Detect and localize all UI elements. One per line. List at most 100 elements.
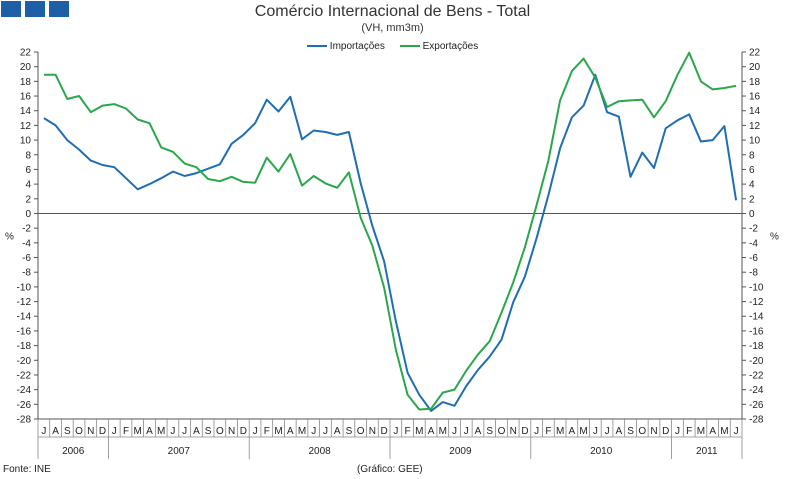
legend-label-importacoes: Importações [329,40,385,52]
month-label: A [709,426,716,437]
month-label: D [240,426,247,437]
month-label: M [274,426,282,437]
year-label: 2009 [449,446,472,457]
year-label: 2008 [308,446,331,457]
y-tick-label-left: -10 [17,282,32,293]
month-label: S [205,426,212,437]
month-label: S [486,426,493,437]
month-label: M [134,426,142,437]
month-label: A [428,426,435,437]
month-label: M [697,426,705,437]
legend-label-exportacoes: Exportações [422,40,479,52]
year-label: 2006 [62,446,85,457]
y-tick-label-left: 6 [25,165,31,176]
y-tick-label-left: -14 [17,312,32,323]
y-tick-label-right: -2 [749,224,758,235]
month-label: J [253,426,258,437]
month-label: J [182,426,187,437]
legend-item-importacoes: Importações [306,40,385,52]
logo-tile [49,1,69,17]
month-label: J [393,426,398,437]
y-tick-label-right: -10 [749,282,764,293]
series-line-exportacoes [43,51,737,411]
logo-tile [25,1,45,17]
month-label: A [475,426,482,437]
legend-swatch-exportacoes [399,45,420,47]
y-tick-label-left: 22 [20,48,32,59]
y-tick-label-left: 8 [25,150,31,161]
month-label: N [510,426,517,437]
month-label: O [357,426,365,437]
y-axis-label-right: % [770,232,779,243]
month-label: N [228,426,235,437]
y-tick-label-left: -8 [22,268,31,279]
y-tick-label-left: -6 [22,253,31,264]
y-tick-label-right: 18 [749,77,761,88]
month-label: F [405,426,411,437]
month-label: D [662,426,669,437]
month-label: M [157,426,165,437]
y-tick-label-left: 20 [20,62,32,73]
y-tick-label-left: 2 [25,194,31,205]
month-label: M [298,426,306,437]
source-note: Fonte: INE [3,464,51,475]
y-tick-label-right: 8 [749,150,755,161]
y-tick-label-right: 4 [749,180,755,191]
month-label: M [579,426,587,437]
month-label: J [41,426,46,437]
y-tick-label-left: -4 [22,238,31,249]
y-tick-label-right: -6 [749,253,758,264]
month-label: J [734,426,739,437]
month-label: A [334,426,341,437]
month-label: J [170,426,175,437]
y-tick-label-left: -24 [17,385,32,396]
month-label: O [498,426,506,437]
month-label: N [369,426,376,437]
y-tick-label-right: -14 [749,312,764,323]
month-label: A [193,426,200,437]
y-tick-label-right: -16 [749,326,764,337]
month-label: O [216,426,224,437]
y-tick-label-left: -22 [17,370,32,381]
credit-note: (Gráfico: GEE) [357,464,423,475]
month-label: J [675,426,680,437]
year-label: 2007 [168,446,191,457]
month-label: J [605,426,610,437]
month-label: M [720,426,728,437]
y-tick-label-right: -4 [749,238,758,249]
year-label: 2011 [696,446,718,457]
y-tick-label-right: -18 [749,341,764,352]
y-tick-label-left: -16 [17,326,32,337]
y-tick-label-left: 14 [20,106,32,117]
y-tick-label-left: 0 [25,209,31,220]
month-label: F [123,426,129,437]
y-tick-label-left: -18 [17,341,32,352]
month-label: F [686,426,692,437]
chart-subtitle: (VH, mm3m) [361,22,424,34]
y-tick-label-right: 20 [749,62,761,73]
y-tick-label-left: -20 [17,356,32,367]
y-tick-label-right: 16 [749,92,761,103]
month-label: D [99,426,106,437]
month-label: A [569,426,576,437]
y-tick-label-right: -20 [749,356,764,367]
month-label: A [615,426,622,437]
y-tick-label-left: 4 [25,180,31,191]
month-label: F [264,426,270,437]
y-tick-label-right: -28 [749,415,764,426]
y-tick-label-right: -24 [749,385,764,396]
logo-tile [1,1,21,17]
month-label: S [64,426,71,437]
y-tick-label-left: -12 [17,297,32,308]
month-label: F [545,426,551,437]
y-tick-label-right: -12 [749,297,764,308]
month-label: S [627,426,634,437]
month-label: J [112,426,117,437]
month-label: N [650,426,657,437]
month-label: N [87,426,94,437]
series-line-importacoes [43,73,738,412]
y-tick-label-right: -22 [749,370,764,381]
month-label: J [311,426,316,437]
y-tick-label-right: 0 [749,209,755,220]
month-label: M [415,426,423,437]
